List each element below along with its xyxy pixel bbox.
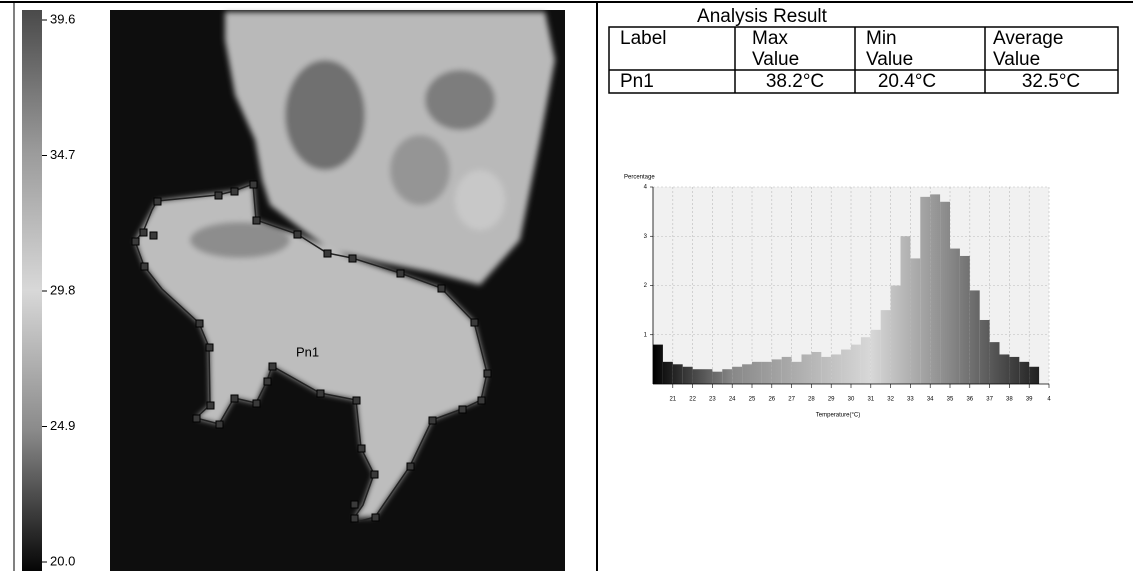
bar	[672, 364, 683, 384]
bar	[682, 366, 693, 384]
colorbar	[22, 10, 42, 571]
table-cell: 38.2°C	[766, 71, 824, 92]
bar	[880, 310, 891, 384]
x-tick-label: 37	[986, 397, 993, 403]
table-cell: Label	[620, 28, 667, 49]
y-axis-label: Percentage	[624, 175, 655, 181]
x-tick-label: 23	[709, 397, 716, 403]
colorbar-ticks: 39.6 34.7 29.8 24.9 20.0	[42, 11, 75, 568]
colorbar-label: 34.7	[50, 147, 75, 162]
y-tick-label: 4	[644, 185, 648, 191]
table-cell: Min Value	[866, 28, 913, 70]
colorbar-label: 39.6	[50, 11, 75, 26]
y-tick-label: 3	[644, 234, 648, 240]
x-tick-label: 29	[828, 397, 835, 403]
bar	[890, 285, 901, 384]
colorbar-label: 24.9	[50, 418, 75, 433]
bar	[860, 337, 871, 384]
bar	[950, 248, 960, 384]
result-table: Analysis Result Label Max Value Min Value Ave…	[608, 6, 1119, 94]
x-tick-label: 36	[966, 397, 973, 403]
x-tick-label: 21	[669, 397, 676, 403]
bar	[761, 361, 772, 384]
bar	[732, 366, 743, 384]
bar	[841, 349, 851, 384]
bar	[712, 371, 723, 384]
bar	[692, 369, 703, 384]
thermal-image: Pn1	[110, 10, 565, 571]
table-cell: Average Value	[993, 28, 1063, 70]
x-tick-label: 22	[689, 397, 696, 403]
bar	[662, 361, 673, 384]
bar	[989, 342, 1000, 384]
table-cell: Max Value	[752, 28, 799, 70]
x-tick-label: 35	[947, 397, 954, 403]
bar	[752, 361, 762, 384]
bar	[791, 361, 802, 384]
table-cell: Pn1	[620, 71, 654, 92]
colorbar-label: 20.0	[50, 553, 75, 568]
colorbar-label: 29.8	[50, 282, 75, 297]
bar	[930, 194, 941, 384]
x-tick-label: 24	[729, 397, 736, 403]
x-tick-label: 32	[887, 397, 894, 403]
x-axis-label: Temperature(°C)	[816, 413, 860, 419]
bar	[959, 255, 970, 384]
bar	[801, 354, 812, 384]
bar	[969, 290, 980, 384]
bar	[1029, 366, 1040, 384]
x-tick-label: 27	[788, 397, 795, 403]
bar	[910, 258, 921, 384]
table-title: Analysis Result	[697, 6, 828, 27]
bar	[940, 201, 950, 384]
table-cell: 32.5°C	[1022, 71, 1080, 92]
bar	[702, 369, 713, 384]
bar	[979, 319, 990, 384]
bar	[781, 356, 792, 384]
bar	[1009, 356, 1020, 384]
bar	[900, 236, 911, 384]
x-tick-label: 34	[927, 397, 934, 403]
bar	[920, 196, 931, 384]
bar	[811, 351, 822, 384]
x-tick-label: 30	[848, 397, 855, 403]
x-tick-label: 4	[1047, 397, 1051, 403]
bar	[821, 356, 832, 384]
x-tick-label: 28	[808, 397, 815, 403]
bar	[722, 369, 733, 384]
x-tick-label: 26	[768, 397, 775, 403]
y-tick-label: 1	[644, 332, 648, 338]
y-tick-label: 2	[644, 283, 648, 289]
x-tick-label: 31	[867, 397, 874, 403]
roi-label: Pn1	[296, 344, 319, 359]
bar	[851, 344, 861, 384]
x-tick-label: 38	[1006, 397, 1013, 403]
bar	[999, 354, 1010, 384]
bar	[870, 329, 881, 384]
x-tick-label: 25	[749, 397, 756, 403]
bar	[831, 354, 842, 384]
bar	[653, 344, 663, 384]
bar	[771, 359, 782, 384]
x-tick-label: 39	[1026, 397, 1033, 403]
bar	[742, 364, 752, 384]
x-tick-label: 33	[907, 397, 914, 403]
bar	[1019, 361, 1030, 384]
table-cell: 20.4°C	[878, 71, 936, 92]
